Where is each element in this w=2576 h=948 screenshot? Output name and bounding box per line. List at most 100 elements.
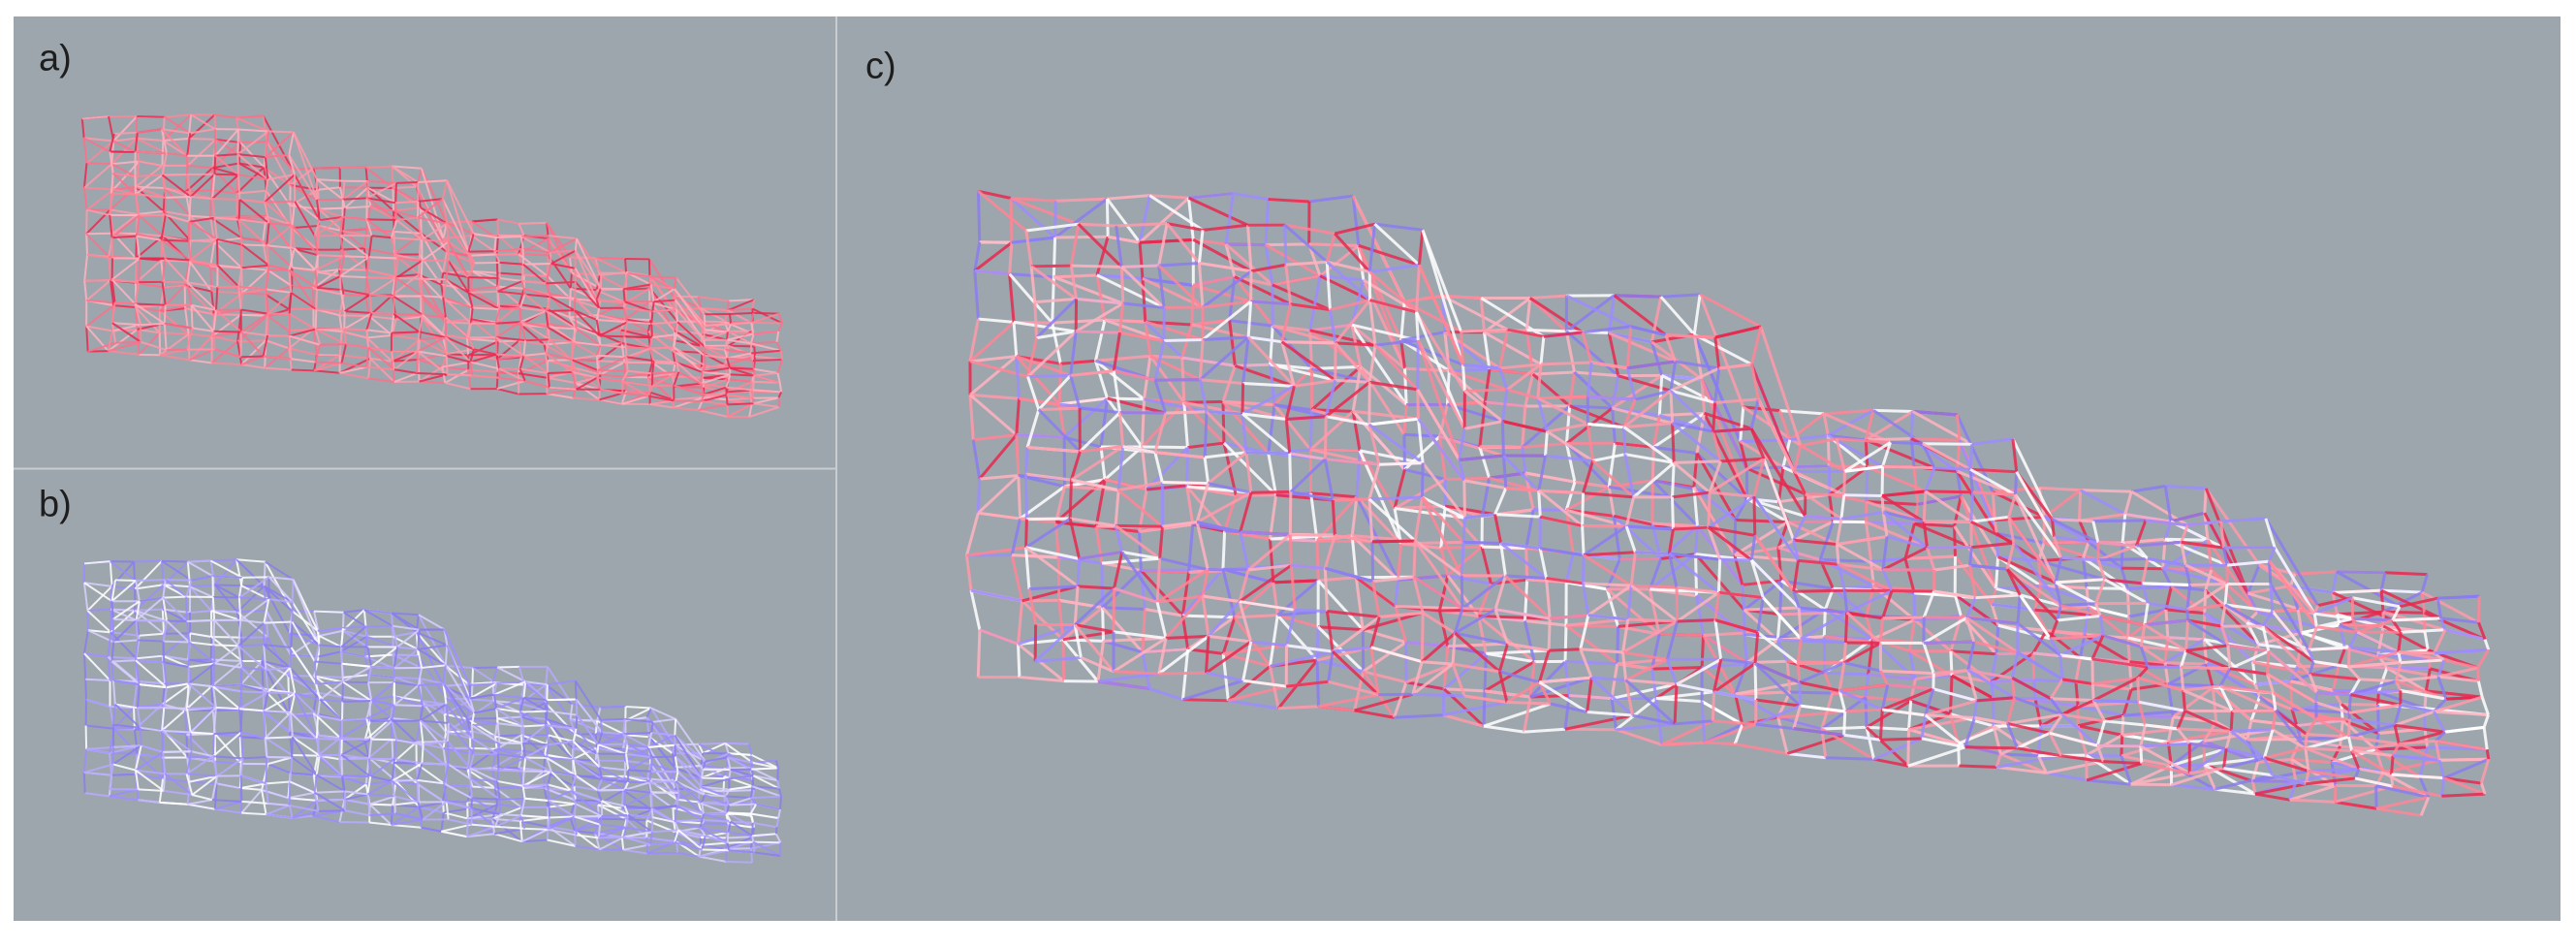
strut xyxy=(289,780,316,794)
strut xyxy=(675,718,707,763)
strut xyxy=(109,795,139,802)
strut xyxy=(646,319,652,332)
strut xyxy=(1659,296,1696,336)
strut xyxy=(213,584,238,613)
strut xyxy=(114,703,139,710)
strut xyxy=(109,561,113,586)
strut xyxy=(2203,589,2208,614)
strut xyxy=(2122,709,2185,717)
strut xyxy=(547,666,574,706)
strut xyxy=(1437,575,1450,612)
strut xyxy=(235,559,243,586)
strut xyxy=(445,336,448,357)
strut xyxy=(1185,486,1195,525)
strut xyxy=(1873,757,1909,768)
strut xyxy=(313,792,320,812)
strut xyxy=(189,641,214,647)
strut xyxy=(319,680,344,701)
strut xyxy=(210,775,219,801)
strut xyxy=(1104,478,1147,491)
strut xyxy=(192,794,213,802)
strut xyxy=(2087,778,2131,786)
strut xyxy=(2126,637,2131,662)
strut xyxy=(750,841,781,850)
strut xyxy=(675,755,703,788)
strut xyxy=(520,814,550,819)
strut xyxy=(571,271,602,290)
strut xyxy=(775,760,779,769)
strut xyxy=(2121,727,2179,737)
strut xyxy=(188,196,192,222)
strut xyxy=(674,330,702,347)
strut xyxy=(1692,294,1702,335)
strut xyxy=(211,610,237,614)
strut xyxy=(236,558,266,587)
strut xyxy=(1053,273,1098,279)
strut xyxy=(522,355,549,374)
strut xyxy=(1700,379,1707,414)
strut xyxy=(363,609,393,627)
strut xyxy=(518,221,548,225)
strut xyxy=(393,796,396,814)
strut xyxy=(599,766,629,783)
strut xyxy=(1742,579,1782,586)
strut xyxy=(214,348,241,359)
strut xyxy=(1234,614,1278,619)
strut xyxy=(2291,757,2333,765)
strut xyxy=(1106,198,1142,244)
strut xyxy=(315,361,342,364)
strut xyxy=(576,237,603,274)
strut xyxy=(236,174,241,200)
strut xyxy=(162,597,169,621)
strut xyxy=(777,808,781,819)
strut xyxy=(472,738,499,755)
strut xyxy=(2340,703,2380,735)
strut xyxy=(1053,201,1057,238)
strut xyxy=(700,306,729,312)
strut xyxy=(730,373,754,377)
strut xyxy=(677,370,702,385)
strut xyxy=(574,309,601,337)
strut xyxy=(653,299,676,303)
strut xyxy=(574,815,601,826)
strut xyxy=(1524,471,1576,484)
strut xyxy=(446,179,475,235)
strut xyxy=(209,190,212,218)
strut xyxy=(600,717,625,721)
strut xyxy=(1524,298,1532,331)
strut xyxy=(1778,581,1783,615)
strut xyxy=(573,740,598,755)
strut xyxy=(395,200,419,205)
strut xyxy=(626,356,654,363)
strut xyxy=(549,386,577,391)
strut xyxy=(242,756,267,760)
strut xyxy=(525,338,550,342)
strut xyxy=(574,830,601,851)
strut xyxy=(392,762,423,782)
strut xyxy=(1997,555,2039,563)
strut xyxy=(752,380,780,384)
strut xyxy=(134,745,142,771)
strut xyxy=(1101,607,1106,642)
strut xyxy=(190,707,217,734)
strut xyxy=(161,730,165,752)
strut xyxy=(1101,606,1144,653)
strut xyxy=(626,347,650,359)
strut xyxy=(969,589,982,631)
strut xyxy=(108,256,112,281)
strut xyxy=(110,560,137,582)
strut xyxy=(701,364,707,373)
strut xyxy=(1695,452,1737,521)
strut xyxy=(650,807,654,818)
strut xyxy=(82,653,87,679)
strut xyxy=(369,795,395,806)
strut xyxy=(366,717,393,722)
strut xyxy=(288,797,318,802)
strut xyxy=(1574,370,1618,378)
strut xyxy=(137,752,163,759)
strut xyxy=(344,790,368,796)
strut xyxy=(701,802,705,815)
strut xyxy=(1182,401,1225,445)
strut xyxy=(393,653,423,669)
strut xyxy=(366,647,373,667)
